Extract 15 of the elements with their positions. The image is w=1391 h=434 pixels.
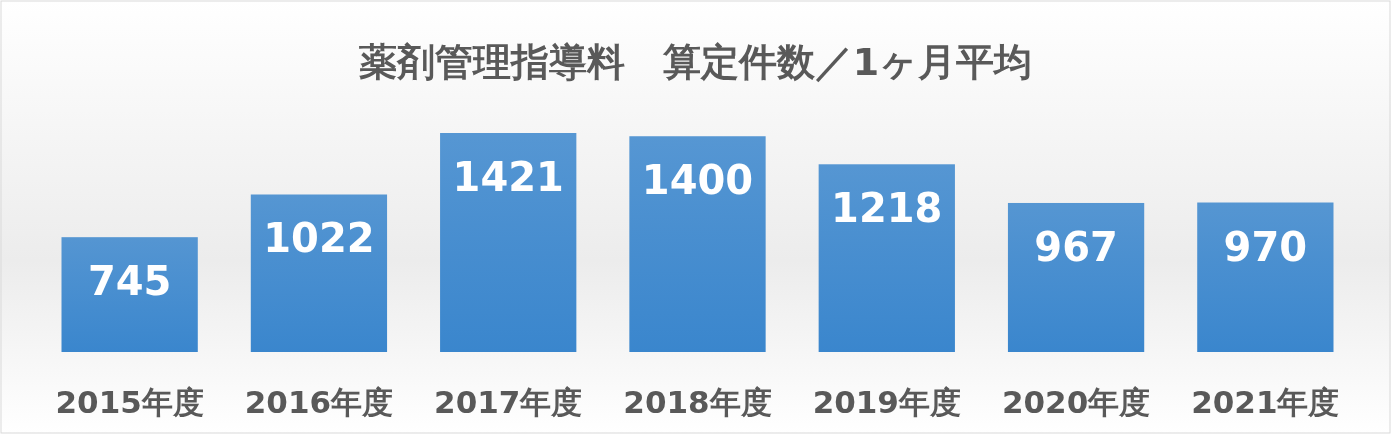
data-label: 745 [87,258,172,305]
data-label: 967 [1034,223,1118,270]
x-tick-label: 2018年度 [623,384,772,420]
data-label: 1022 [263,215,375,262]
chart-title: 薬剤管理指導料 算定件数／1ヶ月平均 [358,40,1033,84]
data-label: 1421 [452,154,564,200]
data-label: 970 [1223,223,1308,270]
x-tick-label: 2015年度 [55,384,204,420]
data-label: 1218 [831,185,943,232]
x-tick-label: 2019年度 [812,384,961,420]
x-tick-label: 2021年度 [1191,384,1340,420]
x-tick-label: 2017年度 [434,384,583,420]
x-tick-label: 2020年度 [1001,384,1151,420]
x-tick-label: 2016年度 [244,384,394,420]
data-label: 1400 [641,157,754,204]
